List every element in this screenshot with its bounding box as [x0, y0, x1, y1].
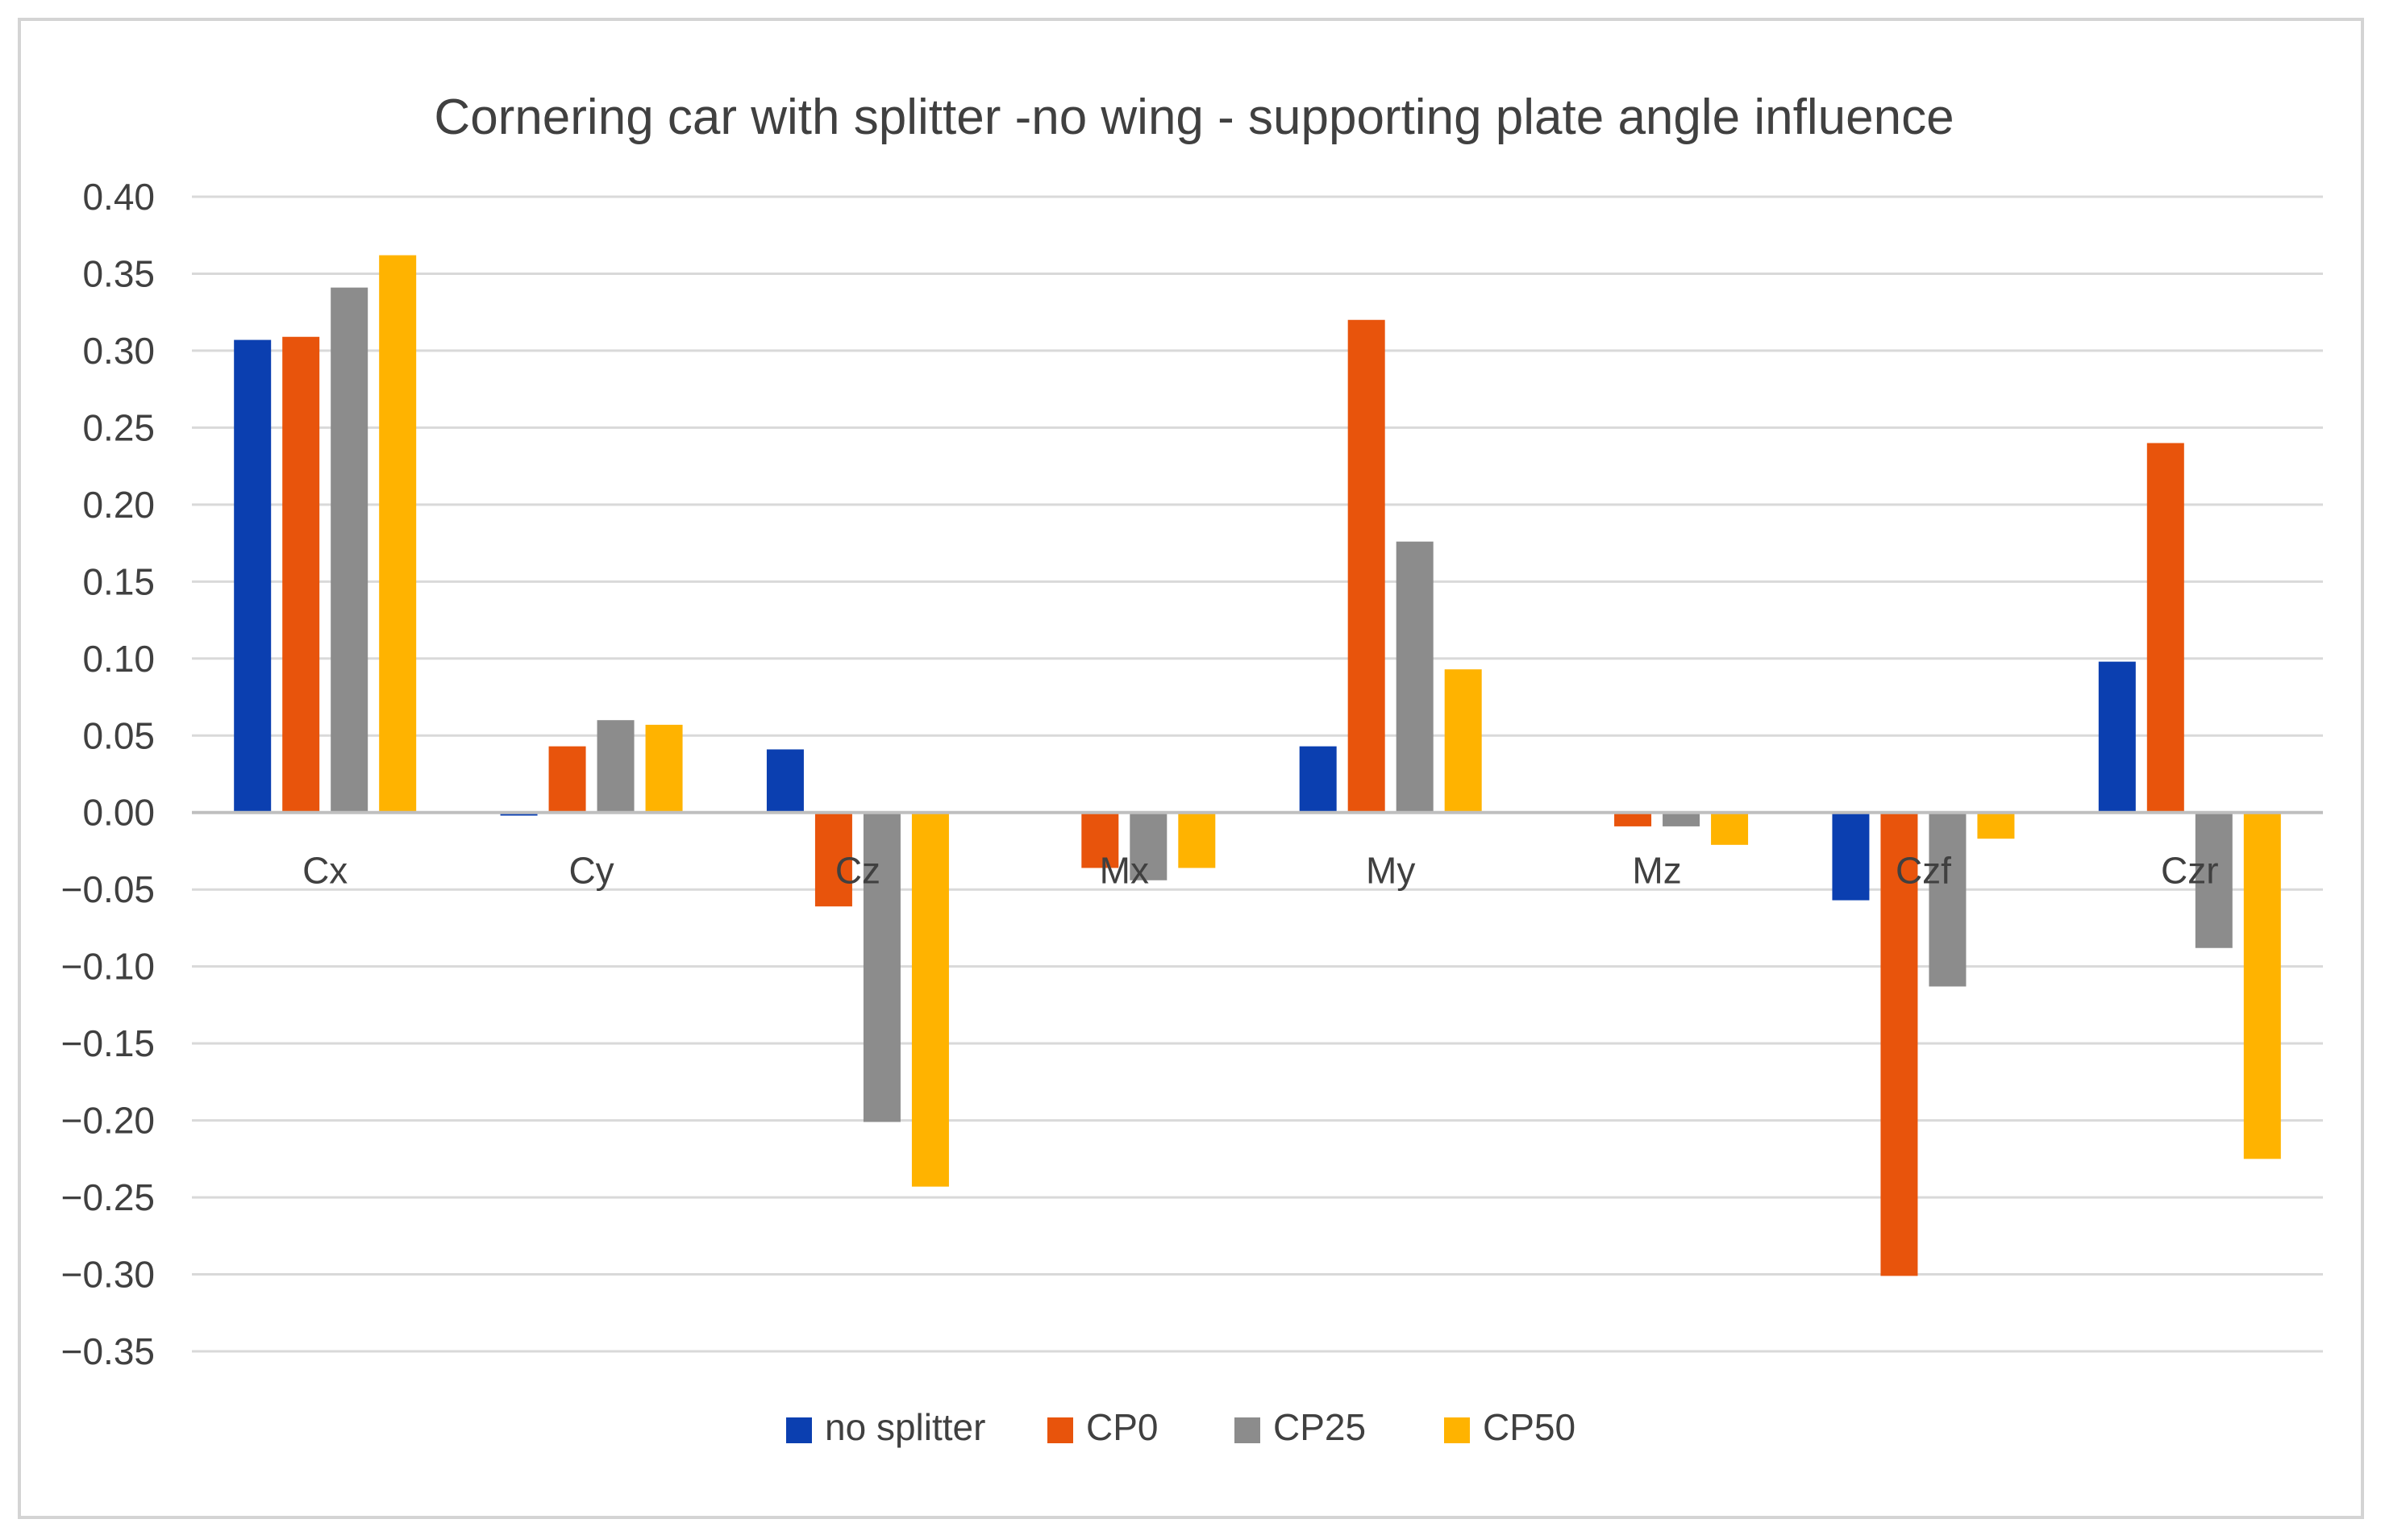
chart-title: Cornering car with splitter -no wing - s…	[434, 89, 1954, 145]
category-label: Mx	[1100, 850, 1149, 892]
category-label: Czr	[2161, 850, 2219, 892]
category-label: Czf	[1896, 850, 1951, 892]
y-tick-label: −0.05	[61, 868, 155, 910]
category-label: Mz	[1632, 850, 1681, 892]
bar-cp50-my	[1444, 669, 1482, 813]
legend-label: CP0	[1086, 1406, 1158, 1448]
bar-cp0-czr	[2146, 443, 2184, 813]
bar-cp25-cz	[863, 812, 901, 1122]
y-tick-label: −0.35	[61, 1330, 155, 1372]
bar-cp50-czr	[2243, 812, 2281, 1159]
y-tick-label: 0.15	[82, 560, 155, 602]
bar-cp0-czf	[1880, 812, 1918, 1276]
legend-item-cp50[interactable]: CP50	[1444, 1406, 1575, 1448]
bar-cp0-cz	[814, 812, 852, 907]
bar-cp50-czf	[1977, 812, 2015, 839]
y-tick-label: 0.05	[82, 714, 155, 756]
bar-no-splitter-cx	[234, 339, 272, 813]
bar-cp0-cy	[548, 746, 586, 813]
y-tick-label: 0.20	[82, 484, 155, 526]
bar-cp50-cy	[645, 724, 683, 813]
y-tick-label: 0.25	[82, 406, 155, 448]
legend-swatch	[786, 1417, 812, 1443]
y-tick-label: −0.30	[61, 1254, 155, 1296]
bar-cp25-czf	[1929, 812, 1967, 987]
y-tick-label: 0.00	[82, 792, 155, 834]
bar-cp25-my	[1396, 541, 1434, 813]
bar-no-splitter-czf	[1832, 812, 1870, 901]
bars-layer	[234, 255, 2281, 1276]
legend-label: no splitter	[825, 1406, 985, 1448]
bar-no-splitter-czr	[2098, 661, 2136, 813]
legend-item-cp25[interactable]: CP25	[1234, 1406, 1366, 1448]
y-tick-label: −0.10	[61, 946, 155, 988]
grid-layer	[192, 195, 2323, 1353]
legend[interactable]: no splitter CP0 CP25 CP50	[786, 1406, 1575, 1448]
bar-cp0-my	[1347, 319, 1385, 813]
bar-no-splitter-cz	[766, 749, 804, 813]
category-labels: Cx Cy Cz Mx My Mz Czf Czr	[302, 850, 2219, 892]
bar-cp50-mx	[1178, 812, 1216, 868]
y-tick-label: 0.10	[82, 638, 155, 680]
legend-swatch	[1444, 1417, 1470, 1443]
bar-cp0-mz	[1614, 812, 1652, 826]
category-label: My	[1366, 850, 1415, 892]
bar-no-splitter-my	[1299, 746, 1337, 813]
chart-frame: Cornering car with splitter -no wing - s…	[18, 18, 2364, 1519]
y-tick-label: −0.20	[61, 1100, 155, 1142]
legend-item-cp0[interactable]: CP0	[1047, 1406, 1158, 1448]
bar-cp50-cz	[911, 812, 949, 1187]
legend-label: CP25	[1273, 1406, 1366, 1448]
category-label: Cx	[302, 850, 348, 892]
legend-label: CP50	[1483, 1406, 1575, 1448]
bar-cp0-mx	[1081, 812, 1119, 868]
y-axis-tick-labels: 0.40 0.35 0.30 0.25 0.20 0.15 0.10 0.05 0.00 −0.0…	[61, 176, 155, 1372]
bar-cp25-czr	[2195, 812, 2233, 948]
bar-cp50-cx	[379, 255, 417, 813]
bar-cp0-cx	[282, 336, 320, 813]
bar-cp25-cy	[597, 720, 635, 813]
bar-cp25-cx	[331, 287, 368, 813]
y-tick-label: 0.30	[82, 330, 155, 372]
y-tick-label: 0.40	[82, 176, 155, 218]
legend-swatch	[1047, 1417, 1073, 1443]
category-label: Cz	[835, 850, 880, 892]
y-tick-label: −0.15	[61, 1022, 155, 1064]
bar-cp25-mx	[1130, 812, 1168, 880]
category-label: Cy	[568, 850, 614, 892]
chart-svg: Cornering car with splitter -no wing - s…	[61, 89, 2323, 1448]
y-tick-label: −0.25	[61, 1176, 155, 1218]
y-tick-label: 0.35	[82, 252, 155, 294]
bar-cp50-mz	[1711, 812, 1749, 845]
legend-swatch	[1234, 1417, 1260, 1443]
legend-item-no-splitter[interactable]: no splitter	[786, 1406, 985, 1448]
bar-cp25-mz	[1663, 812, 1700, 826]
